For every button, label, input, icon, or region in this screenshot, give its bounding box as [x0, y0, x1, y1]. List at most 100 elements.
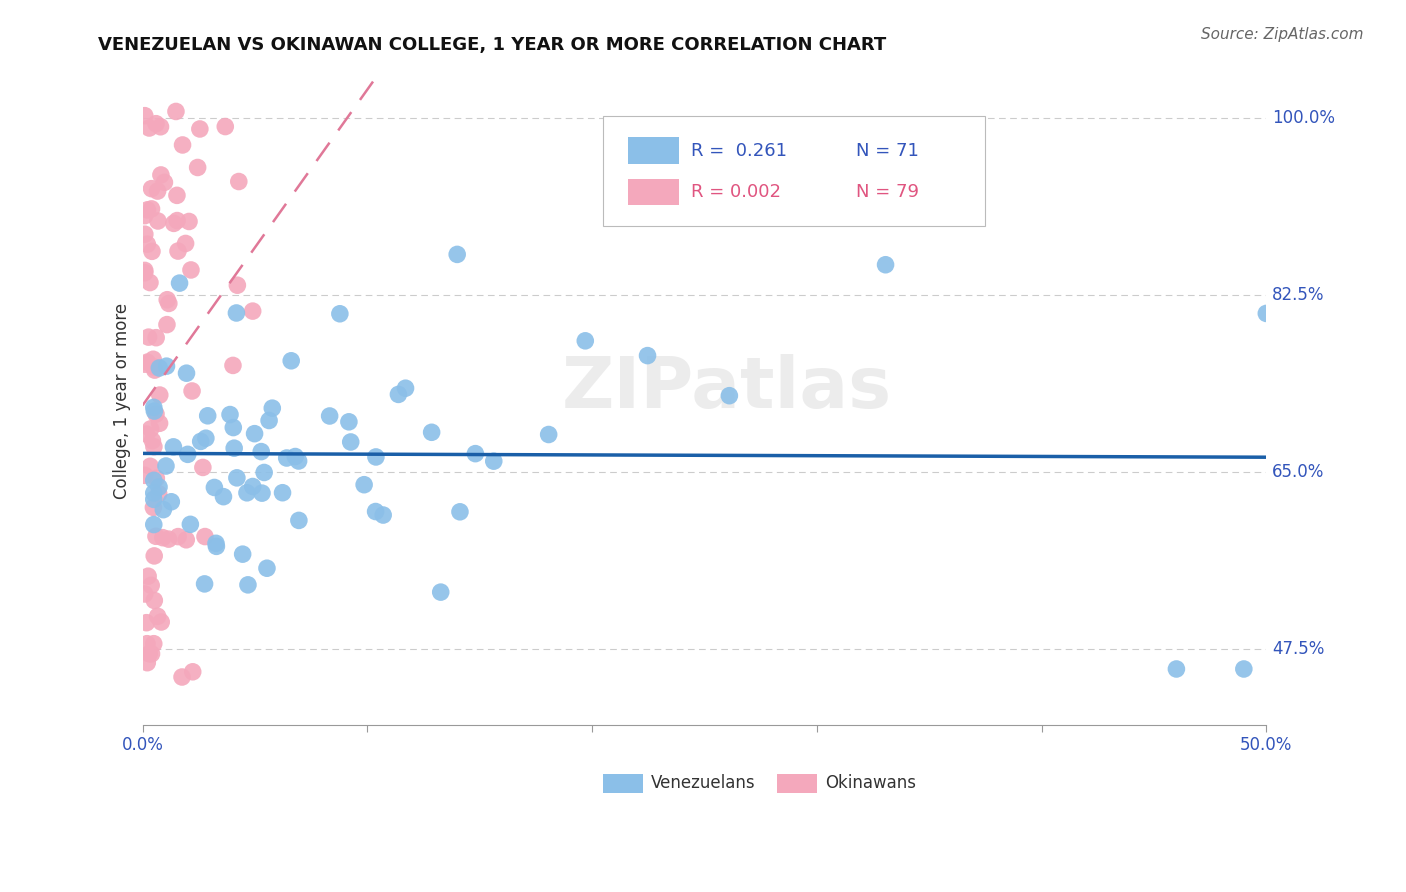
Point: [165, 104, 187, 119]
Point: [205, 540, 228, 554]
Point: [142, 359, 165, 374]
Point: [136, 569, 159, 583]
Text: N = 79: N = 79: [856, 183, 920, 201]
Point: [194, 530, 217, 544]
Point: [145, 407, 167, 421]
Point: [162, 440, 184, 454]
Point: [139, 459, 162, 474]
Point: [190, 434, 212, 449]
Point: [160, 495, 183, 509]
FancyBboxPatch shape: [778, 774, 817, 793]
Point: [236, 578, 259, 592]
Point: [142, 473, 165, 487]
Text: N = 71: N = 71: [856, 142, 920, 160]
Point: [143, 549, 166, 563]
Point: [170, 670, 193, 684]
Text: VENEZUELAN VS OKINAWAN COLLEGE, 1 YEAR OR MORE CORRELATION CHART: VENEZUELAN VS OKINAWAN COLLEGE, 1 YEAR O…: [98, 36, 887, 54]
Text: 47.5%: 47.5%: [1272, 640, 1324, 657]
Point: [373, 508, 395, 522]
Point: [167, 530, 190, 544]
Point: [214, 120, 236, 134]
Point: [141, 244, 163, 259]
Point: [141, 202, 163, 216]
Point: [156, 318, 179, 332]
Point: [228, 175, 250, 189]
Point: [136, 237, 159, 252]
Point: [271, 485, 294, 500]
Point: [172, 138, 194, 153]
FancyBboxPatch shape: [628, 178, 679, 205]
Point: [139, 422, 162, 436]
Point: [446, 247, 468, 261]
Point: [875, 258, 897, 272]
Point: [148, 417, 170, 431]
Point: [136, 355, 159, 369]
Point: [257, 413, 280, 427]
Point: [353, 477, 375, 491]
Point: [134, 266, 156, 280]
Point: [174, 533, 197, 547]
Point: [138, 120, 160, 135]
Point: [242, 479, 264, 493]
Point: [135, 427, 157, 442]
Point: [155, 359, 177, 373]
Point: [194, 577, 217, 591]
Point: [194, 431, 217, 445]
Point: [280, 353, 302, 368]
Text: 100.0%: 100.0%: [1272, 109, 1334, 127]
Point: [243, 426, 266, 441]
Point: [134, 357, 156, 371]
Point: [135, 615, 157, 630]
Point: [166, 188, 188, 202]
Point: [136, 656, 159, 670]
Point: [156, 293, 179, 307]
Point: [145, 117, 167, 131]
FancyBboxPatch shape: [603, 774, 643, 793]
Point: [225, 471, 247, 485]
Point: [364, 504, 387, 518]
Point: [181, 665, 204, 679]
Point: [219, 408, 242, 422]
Point: [287, 454, 309, 468]
Point: [142, 440, 165, 454]
Point: [177, 214, 200, 228]
Point: [537, 427, 560, 442]
Point: [387, 387, 409, 401]
Point: [166, 213, 188, 227]
Point: [142, 637, 165, 651]
Point: [288, 513, 311, 527]
Point: [134, 227, 156, 242]
Point: [134, 109, 156, 123]
Point: [141, 647, 163, 661]
Point: [574, 334, 596, 348]
Point: [142, 517, 165, 532]
Point: [169, 276, 191, 290]
Point: [152, 502, 174, 516]
Point: [157, 532, 180, 546]
Point: [152, 531, 174, 545]
Point: [141, 434, 163, 448]
Point: [482, 454, 505, 468]
Point: [242, 304, 264, 318]
Point: [167, 244, 190, 258]
Point: [250, 486, 273, 500]
Text: Source: ZipAtlas.com: Source: ZipAtlas.com: [1201, 27, 1364, 42]
Point: [212, 490, 235, 504]
Point: [449, 505, 471, 519]
Point: [225, 306, 247, 320]
Point: [141, 182, 163, 196]
Point: [718, 389, 741, 403]
Point: [143, 404, 166, 418]
Point: [1233, 662, 1256, 676]
Text: Venezuelans: Venezuelans: [651, 774, 755, 792]
Point: [148, 487, 170, 501]
Point: [202, 480, 225, 494]
Point: [150, 615, 173, 629]
Point: [174, 236, 197, 251]
Text: ZIPatlas: ZIPatlas: [562, 353, 891, 423]
Text: R =  0.261: R = 0.261: [690, 142, 787, 160]
Point: [163, 216, 186, 230]
Point: [148, 361, 170, 376]
Point: [250, 444, 273, 458]
Point: [232, 547, 254, 561]
